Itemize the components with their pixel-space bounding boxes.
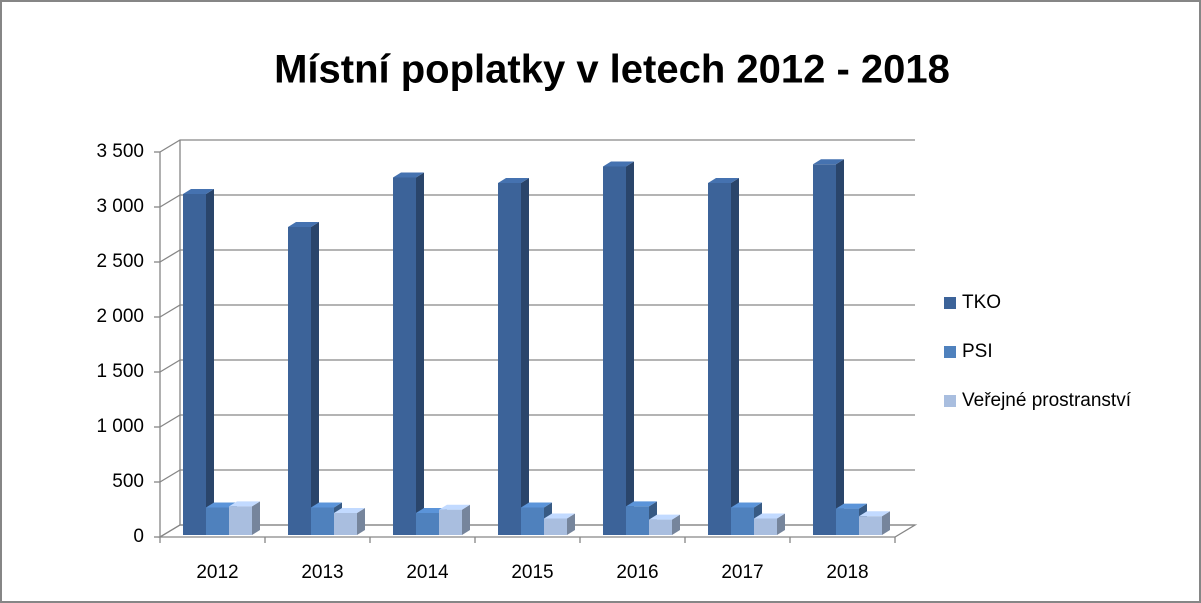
bar-side [311,222,319,535]
bar [334,513,357,535]
legend-swatch [944,395,956,407]
bar-top [731,502,762,508]
bar-side [836,159,844,536]
y-tick-label: 1 500 [96,361,144,382]
bar [206,507,229,535]
bar-top [836,503,867,509]
y-tick-label: 3 000 [96,196,144,217]
bar [603,166,626,535]
grid-line [159,139,915,153]
bar-top [626,501,657,507]
bar [813,164,836,536]
chart-title: Místní poplatky v letech 2012 - 2018 [274,48,950,92]
bar-side [252,501,260,535]
bar [544,518,567,535]
bar-top [649,514,680,520]
bar [416,513,439,535]
bar-side [206,189,214,535]
bar-side [357,508,365,535]
bar [183,194,206,535]
y-tick-label: 3 500 [96,141,144,162]
bar [439,509,462,535]
y-tick-label: 2 500 [96,251,144,272]
grid-line [159,469,915,483]
bar-side [882,511,890,535]
bar [288,227,311,535]
bar [859,516,882,535]
x-tick-label: 2017 [721,562,763,583]
bar-top [498,178,529,183]
bar-side [626,161,634,535]
y-tick-label: 2 000 [96,306,144,327]
bar-top [813,159,844,165]
grid-line [159,194,915,208]
legend-swatch [944,297,956,309]
legend-label: PSI [962,341,993,362]
bar-top [393,172,424,178]
x-tick-label: 2012 [196,562,238,583]
bar [521,507,544,535]
bar [498,183,521,535]
bar-side [777,513,785,535]
grid-line [159,304,915,318]
y-tick-label: 0 [133,526,144,547]
bar-side [462,504,470,535]
x-tick-label: 2016 [616,562,658,583]
grid-line [159,414,915,428]
bar-top [183,189,214,194]
bar-side [416,172,424,535]
grid-line [159,359,915,373]
bar-side [567,513,575,535]
grid-line [159,249,915,263]
bar-top [544,513,575,519]
bar [649,519,672,535]
bar-top [229,501,260,507]
bar [754,518,777,535]
y-tick-label: 1 000 [96,416,144,437]
bar-top [603,161,634,167]
x-tick-label: 2014 [406,562,449,583]
bar [836,508,859,535]
bar [708,183,731,535]
bar-top [439,504,470,510]
x-tick-label: 2015 [511,562,553,583]
bar [731,507,754,535]
x-tick-label: 2013 [301,562,343,583]
bar-side [731,178,739,535]
x-tick-label: 2018 [826,562,868,583]
bar-top [521,502,552,508]
legend-label: Veřejné prostranství [962,390,1132,411]
bar-top [754,513,785,519]
bar-top [311,502,342,508]
bar-side [672,514,680,535]
bar [229,506,252,535]
legend-label: TKO [962,292,1001,313]
bar [626,506,649,535]
bar-top [288,222,319,227]
bar-top [334,508,365,513]
bar-top [859,511,890,517]
bar [311,507,334,535]
bar-top [708,178,739,183]
y-tick-label: 500 [112,471,144,492]
legend-swatch [944,346,956,358]
bar-side [521,178,529,535]
bar [393,177,416,535]
